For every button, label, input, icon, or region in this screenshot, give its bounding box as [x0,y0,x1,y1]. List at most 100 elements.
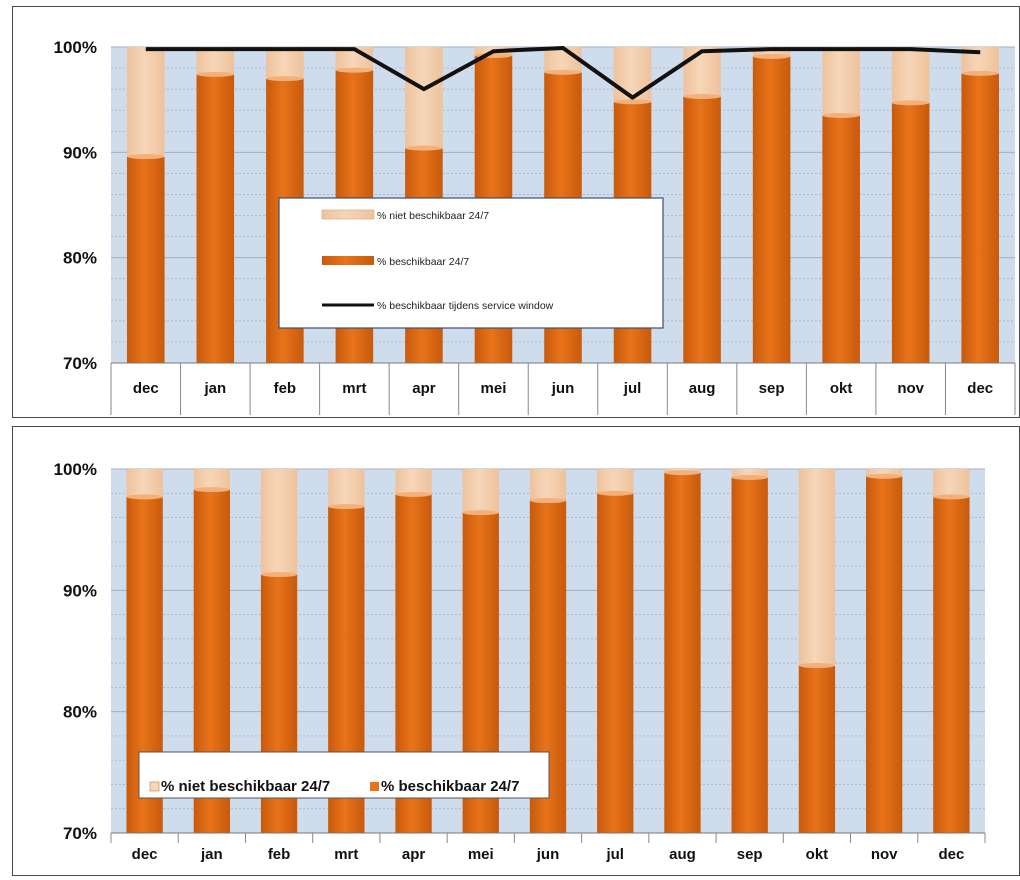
bar-beschikbaar [683,96,721,364]
legend-top: % niet beschikbaar 24/7 % beschikbaar 24/… [278,197,664,329]
legend-box [138,751,550,799]
bar-top-highlight [266,76,304,82]
x-tick-label: dec [133,380,159,397]
bar-top-highlight [529,498,567,504]
bar-top-highlight [597,490,634,496]
bar-top-highlight [683,94,721,100]
bar-niet-beschikbaar [597,469,634,494]
bar-niet-beschikbaar [193,469,230,490]
x-tick-label: mei [468,846,494,863]
x-tick-label: apr [402,846,426,863]
bar-top-highlight [126,154,165,160]
bar-niet-beschikbaar [395,469,432,495]
bar-top-highlight [328,504,365,510]
legend-label-beschikbaar: % beschikbaar 24/7 [377,256,469,268]
bar-niet-beschikbaar [752,47,791,57]
chart-top-svg: 100% 90% 80% 70% dec jan feb mrt apr mei jun jul aug… [54,38,1016,415]
bar-niet-beschikbaar [933,469,970,497]
x-tick-label: sep [737,846,763,863]
x-tick-label: jun [536,846,560,863]
line-service-window [145,46,981,100]
availability-chart-bottom: 100% 90% 80% 70% dec jan feb mrt apr mei jun jul aug… [12,426,1020,876]
bar-beschikbaar [891,102,930,364]
bar-niet-beschikbaar [731,469,768,478]
bar-beschikbaar [597,493,634,833]
x-tick-label: aug [669,846,696,863]
bar-niet-beschikbaar [266,47,304,79]
legend-swatch-beschikbaar [322,256,374,265]
bar-top-highlight [961,70,1000,76]
bar-niet-beschikbaar [196,47,235,75]
x-tick-label: nov [871,846,898,863]
bar-top-highlight [798,663,836,669]
bar-beschikbaar [798,665,836,833]
bar-niet-beschikbaar [683,47,721,97]
bar-beschikbaar [933,496,970,833]
bar-top-highlight [664,470,701,476]
bar-niet-beschikbaar [126,47,165,157]
bar-niet-beschikbaar [613,47,652,102]
y-tick-label: 80% [63,703,97,722]
bar-top-highlight [196,71,235,77]
y-tick-label: 70% [63,824,97,843]
x-tick-label: nov [897,380,924,397]
bar-top-highlight [866,473,903,479]
bar-niet-beschikbaar [462,469,499,513]
bar-top-highlight [544,69,582,75]
bar-niet-beschikbaar [891,47,930,103]
bar-top-highlight [395,491,432,497]
bar-top-highlight [193,487,230,493]
bar-top-highlight [933,494,970,500]
x-tick-label: okt [830,380,853,397]
bar-top-highlight [613,99,652,105]
y-tick-label: 90% [63,581,97,600]
bar-beschikbaar [752,56,791,363]
x-tick-label: mrt [334,846,358,863]
x-tick-label: mrt [342,380,366,397]
x-tick-label: jul [605,846,624,863]
bar-top-highlight [891,100,930,106]
x-tick-label: jul [623,380,642,397]
legend-swatch-niet-beschikbaar [149,781,160,792]
x-tick-label: jun [551,380,575,397]
legend-label-niet-beschikbaar: % niet beschikbaar 24/7 [377,210,489,222]
bar-top-highlight [822,112,860,118]
x-tick-label: okt [806,846,829,863]
bar-top-highlight [335,67,374,73]
x-tick-label: apr [412,380,436,397]
bar-top-highlight [260,572,298,578]
availability-chart-top: 100% 90% 80% 70% dec jan feb mrt apr mei jun jul aug… [12,6,1020,418]
bar-top-highlight [405,145,443,151]
legend-label-service-window: % beschikbaar tijdens service window [377,300,554,312]
bar-niet-beschikbaar [544,47,582,73]
bar-beschikbaar [731,477,768,833]
x-tick-label: sep [759,380,785,397]
legend-swatch-niet-beschikbaar [321,209,375,220]
legend-label-beschikbaar: % beschikbaar 24/7 [381,778,519,795]
bar-niet-beschikbaar [529,469,567,501]
x-tick-label: dec [938,846,964,863]
y-tick-label: 90% [63,143,97,162]
bar-beschikbaar [664,472,701,833]
x-tick-label: feb [274,380,297,397]
bar-beschikbaar [961,73,1000,363]
y-tick-label: 70% [63,354,97,373]
y-tick-label: 100% [54,38,97,57]
bar-top-highlight [752,53,791,59]
x-tick-label: aug [689,380,716,397]
bar-beschikbaar [126,156,165,363]
legend-swatch-beschikbaar [370,782,379,791]
bar-niet-beschikbaar [260,469,298,575]
bar-niet-beschikbaar [866,469,903,477]
bar-top-highlight [462,510,499,516]
x-tick-label: jan [203,380,226,397]
bar-beschikbaar [196,74,235,364]
bar-beschikbaar [822,115,860,363]
legend-label-niet-beschikbaar: % niet beschikbaar 24/7 [161,778,330,795]
y-tick-label: 100% [54,460,97,479]
bar-niet-beschikbaar [126,469,163,497]
x-tick-label: mei [481,380,507,397]
x-tick-label: feb [268,846,291,863]
chart-bottom-svg: 100% 90% 80% 70% dec jan feb mrt apr mei jun jul aug… [54,460,986,863]
legend-bottom: % niet beschikbaar 24/7 % beschikbaar 24/… [138,751,550,799]
